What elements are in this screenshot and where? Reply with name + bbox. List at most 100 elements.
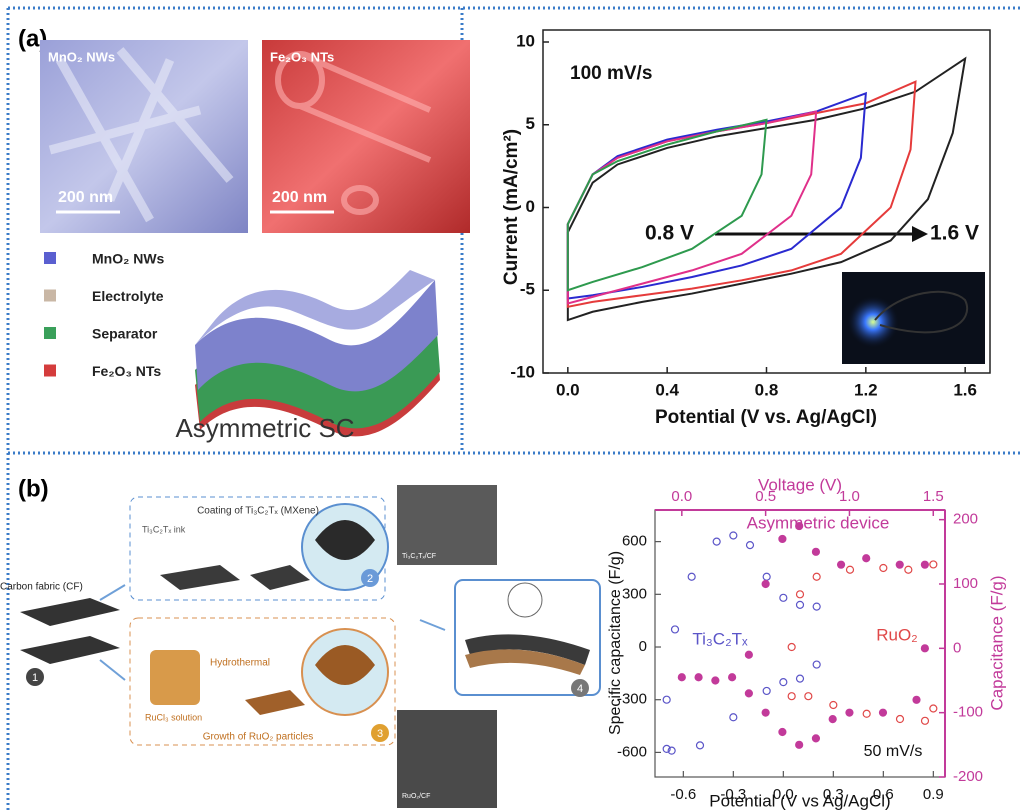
step-number: 3 [377, 728, 383, 740]
data-point [838, 561, 845, 568]
series-label: Asymmetric device [747, 513, 890, 532]
scale-label: 200 nm [272, 189, 327, 206]
legend-label: MnO₂ NWs [92, 251, 165, 267]
data-point [830, 701, 837, 708]
step-number: 2 [367, 573, 373, 585]
x-tick-label: 1.6 [953, 380, 977, 399]
y-tick-label: -5 [520, 280, 535, 299]
caption: Asymmetric SC [175, 413, 354, 443]
sem-label: RuO₂/CF [402, 793, 430, 800]
data-point [905, 566, 912, 573]
legend-label: Separator [92, 326, 158, 342]
process-label: RuCl₃ solution [145, 712, 202, 722]
step-number: 1 [32, 672, 38, 684]
y2-axis-title: Capacitance (F/g) [987, 575, 1006, 710]
y2-tick-label: 0 [953, 639, 961, 656]
data-point [713, 538, 720, 545]
series-label: RuO₂ [876, 625, 918, 644]
data-point [729, 674, 736, 681]
data-point [863, 555, 870, 562]
panel-label: (b) [18, 475, 49, 502]
y-tick-label: -600 [617, 743, 647, 760]
process-label: Carbon fabric (CF) [0, 582, 83, 593]
y-tick-label: 0 [639, 638, 647, 655]
y2-tick-label: 200 [953, 511, 978, 528]
data-point [779, 535, 786, 542]
process-label: Ti₃C₂Tₓ ink [142, 524, 186, 534]
image-label: MnO₂ NWs [48, 49, 115, 64]
data-point [812, 735, 819, 742]
data-point [779, 728, 786, 735]
process-label: Hydrothermal [210, 658, 270, 669]
legend: MnO₂ NWs Electrolyte Separator Fe₂O₃ NTs [44, 251, 165, 380]
data-point [813, 661, 820, 668]
data-point [745, 651, 752, 658]
x-tick-label: 0.9 [923, 786, 944, 803]
y-tick-label: 10 [516, 31, 535, 50]
device-schematic [195, 270, 440, 436]
x2-tick-label: 1.5 [923, 488, 944, 505]
data-point [730, 714, 737, 721]
x-tick-label: 1.2 [854, 380, 878, 399]
sem-label: Ti₃C₂Tₓ/CF [402, 553, 436, 560]
x-tick-label: 0.8 [755, 380, 779, 399]
arrow-head [912, 226, 928, 242]
data-point [688, 573, 695, 580]
data-point [880, 564, 887, 571]
data-point [846, 709, 853, 716]
annotation: 0.8 V [645, 222, 694, 245]
data-point [672, 626, 679, 633]
y-axis-title: Specific capacitance (F/g) [607, 551, 624, 735]
x-tick-label: -0.6 [670, 786, 696, 803]
data-point [663, 696, 670, 703]
led-glow [847, 296, 899, 348]
legend-swatch [44, 290, 56, 302]
data-point [780, 594, 787, 601]
process-schematic [20, 485, 600, 808]
annotation: 100 mV/s [570, 63, 652, 84]
data-point [930, 705, 937, 712]
data-point [922, 717, 929, 724]
data-point [847, 566, 854, 573]
data-point [780, 679, 787, 686]
cv-curve [568, 112, 816, 304]
data-point [747, 542, 754, 549]
series-label: Ti₃C₂Tₓ [692, 629, 748, 648]
data-point [763, 687, 770, 694]
x-tick-label: 0.4 [655, 380, 679, 399]
annotation: 50 mV/s [864, 743, 923, 760]
y-tick-label: -10 [510, 362, 535, 381]
data-point [913, 696, 920, 703]
step-number: 4 [577, 683, 583, 695]
legend-label: Electrolyte [92, 288, 164, 304]
data-point [813, 573, 820, 580]
legend-swatch [44, 252, 56, 264]
data-point [730, 532, 737, 539]
data-point [930, 561, 937, 568]
data-point [697, 742, 704, 749]
x-axis-title: Potential (V vs. Ag/AgCl) [655, 407, 877, 428]
process-label: Growth of RuO₂ particles [203, 732, 314, 743]
data-point [897, 716, 904, 723]
y-tick-label: 5 [526, 114, 535, 133]
legend-swatch [44, 365, 56, 377]
data-point [921, 561, 928, 568]
y-axis-title: Current (mA/cm²) [501, 129, 522, 285]
scale-label: 200 nm [58, 189, 113, 206]
y-tick-label: 0 [526, 197, 535, 216]
data-point [921, 645, 928, 652]
data-point [712, 677, 719, 684]
data-point [797, 591, 804, 598]
data-point [695, 674, 702, 681]
y2-tick-label: -200 [953, 768, 983, 785]
data-point [762, 709, 769, 716]
legend-label: Fe₂O₃ NTs [92, 363, 161, 379]
data-point [762, 580, 769, 587]
y2-tick-label: 100 [953, 575, 978, 592]
data-point [812, 548, 819, 555]
data-point [863, 710, 870, 717]
x-axis-title: Potential (V vs Ag/AgCl) [709, 791, 890, 810]
y-tick-label: 300 [622, 585, 647, 602]
data-point [797, 675, 804, 682]
data-point [796, 741, 803, 748]
